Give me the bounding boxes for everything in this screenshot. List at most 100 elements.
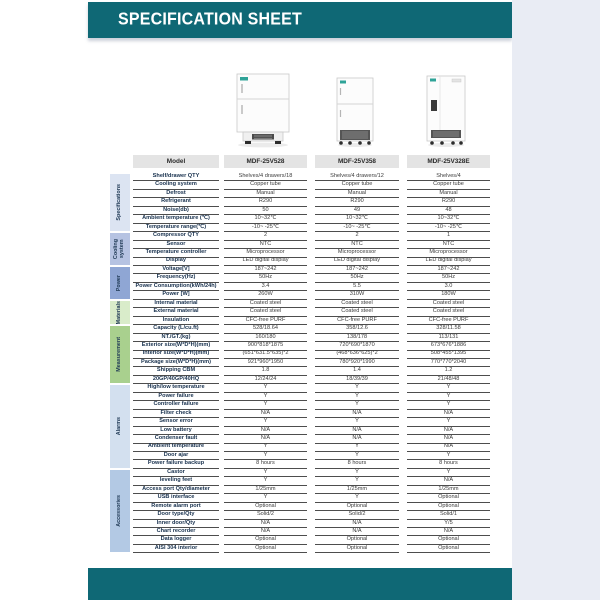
cell-value: N/A xyxy=(407,477,490,486)
cell-value: 50Hz xyxy=(224,274,307,283)
cell-value: NTC xyxy=(224,241,307,250)
cell-value: N/A xyxy=(224,410,307,419)
cell-value: Copper tube xyxy=(407,181,490,190)
row-label: Sensor error xyxy=(133,418,219,427)
cell-value: N/A xyxy=(315,410,399,419)
cell-value: N/A xyxy=(407,427,490,436)
cell-value: N/A xyxy=(315,528,399,537)
cell-value: Solid/2 xyxy=(315,511,399,520)
cell-value: Coated steel xyxy=(407,300,490,309)
cell-value: Y xyxy=(224,469,307,478)
cell-value: 2 xyxy=(315,232,399,241)
cell-value: Manual xyxy=(407,190,490,199)
cell-value: Y xyxy=(315,401,399,410)
cell-value: 1 xyxy=(407,232,490,241)
cell-value: Optional xyxy=(224,545,307,554)
cell-value: Microprocessor xyxy=(315,249,399,258)
row-label: Defrost xyxy=(133,190,219,199)
cell-value: LED digital display xyxy=(315,258,399,266)
page-right-margin xyxy=(512,0,600,600)
row-label: Power failure backup xyxy=(133,460,219,469)
cell-value: 260W xyxy=(224,291,307,300)
cell-value: N/A xyxy=(224,435,307,444)
cell-value: Microprocessor xyxy=(224,249,307,258)
cell-value: 3.4 xyxy=(224,283,307,292)
cell-value: Y xyxy=(224,401,307,410)
row-label: Power failure xyxy=(133,393,219,402)
cell-value: Y xyxy=(224,494,307,503)
cell-value: 310W xyxy=(315,291,399,300)
cell-value: Y xyxy=(315,393,399,402)
cell-value: 10~32℃ xyxy=(407,215,490,224)
row-label: USB interface xyxy=(133,494,219,503)
row-label: Chart recorder xyxy=(133,528,219,537)
cell-value: 1.4 xyxy=(315,367,399,376)
row-label: Temperature range(℃) xyxy=(133,224,219,233)
cell-value: Microprocessor xyxy=(407,249,490,258)
row-label: Door type/Qty xyxy=(133,511,219,520)
cell-value: Optional xyxy=(224,536,307,545)
row-label: Refrigerant xyxy=(133,198,219,207)
cell-value: Solid/2 xyxy=(224,511,307,520)
row-label: Sensor xyxy=(133,241,219,250)
cell-value: 21/48/48 xyxy=(407,376,490,385)
cell-value: Optional xyxy=(407,545,490,554)
cell-value: 48 xyxy=(407,207,490,216)
row-label: NT./GT.(kg) xyxy=(133,334,219,343)
row-label: Power [W] xyxy=(133,291,219,300)
cell-value: Y xyxy=(407,452,490,461)
cell-value: CFC-free PURF xyxy=(407,317,490,326)
cell-value: Y xyxy=(315,384,399,393)
cell-value: 187~242 xyxy=(315,266,399,275)
row-label: Temperature controller xyxy=(133,249,219,258)
cell-value: NTC xyxy=(315,241,399,250)
row-label: Package size(W*D*H)(mm) xyxy=(133,359,219,368)
document-page: SPECIFICATION SHEET xyxy=(0,0,512,600)
section-label-alarms: Alarms xyxy=(110,385,130,468)
cell-value: (468*636*625)*2 xyxy=(315,351,399,359)
cell-value: 138/178 xyxy=(315,334,399,343)
cell-value: 673*676*1886 xyxy=(407,342,490,351)
cell-value: Optional xyxy=(224,503,307,512)
row-label: Filter check xyxy=(133,410,219,419)
cell-value: N/A xyxy=(224,528,307,537)
row-label: Exterior size(W*D*H)(mm) xyxy=(133,342,219,351)
cell-value: 18/39/39 xyxy=(315,376,399,385)
cell-value: 160/180 xyxy=(224,334,307,343)
cell-value: Y xyxy=(224,393,307,402)
cell-value: 8 hours xyxy=(315,460,399,469)
cell-value: Y xyxy=(315,444,399,452)
row-label: Capacity (L/cu.ft) xyxy=(133,325,219,334)
title-banner: SPECIFICATION SHEET xyxy=(88,2,512,38)
cell-value: 3.0 xyxy=(407,283,490,292)
cell-value: Y xyxy=(407,401,490,410)
cell-value: Shelves/4 drawers/12 xyxy=(315,173,399,182)
cell-value: Optional xyxy=(315,503,399,512)
section-label-measurement: Measurement xyxy=(110,326,130,384)
cell-value: Copper tube xyxy=(224,181,307,190)
cell-value: 50Hz xyxy=(315,274,399,283)
cell-value: R290 xyxy=(224,198,307,207)
section-label-power: Power xyxy=(110,266,130,299)
cell-value: 780*920*1990 xyxy=(315,359,399,368)
cell-value: Y xyxy=(407,418,490,427)
cell-value: 770*770*2040 xyxy=(407,359,490,368)
cell-value: 528/18.64 xyxy=(224,325,307,334)
row-label: Low battery xyxy=(133,427,219,436)
product-image-mdf-25v528 xyxy=(236,72,290,148)
cell-value: N/A xyxy=(224,520,307,529)
row-label: leveling feet xyxy=(133,477,219,486)
cell-value: Manual xyxy=(315,190,399,199)
cell-value: 1.8 xyxy=(224,367,307,376)
cell-value: 328/11.58 xyxy=(407,325,490,334)
page-title: SPECIFICATION SHEET xyxy=(118,9,302,29)
row-label: External material xyxy=(133,308,219,317)
row-label: Condenser fault xyxy=(133,435,219,444)
row-label: Ambient temperature xyxy=(133,444,219,452)
section-label-specifications: Specifications xyxy=(110,174,130,232)
cell-value: Y xyxy=(224,477,307,486)
cell-value: Manual xyxy=(224,190,307,199)
cell-value: -10~ -25℃ xyxy=(315,224,399,233)
section-label-accessories: Accessories xyxy=(110,469,130,553)
cell-value: 50Hz xyxy=(407,274,490,283)
